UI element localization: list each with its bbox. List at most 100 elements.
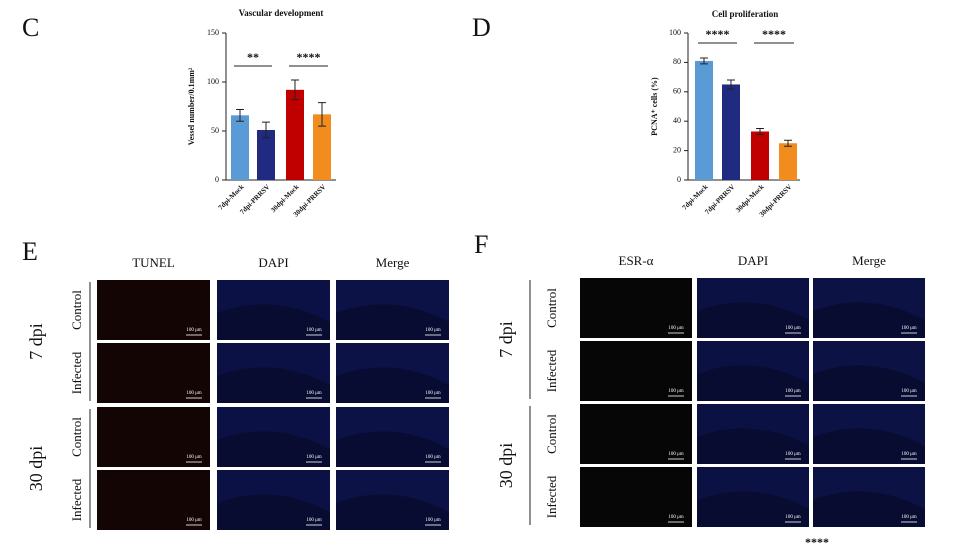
- scale-bar-label: 100 μm: [186, 518, 201, 523]
- micrograph: [580, 341, 692, 401]
- footer-annotation: ****: [805, 535, 829, 545]
- micrograph: [97, 470, 210, 530]
- scale-bar-label: 100 μm: [306, 455, 321, 460]
- row-label: Infected: [544, 349, 559, 392]
- row-label: Infected: [544, 475, 559, 518]
- chart-title: Vascular development: [239, 8, 324, 18]
- scale-bar-label: 100 μm: [425, 455, 440, 460]
- scale-bar-label: 100 μm: [186, 455, 201, 460]
- tissue-shadow: [217, 494, 330, 530]
- tissue-shadow: [813, 302, 925, 338]
- scale-bar-label: 100 μm: [668, 515, 683, 520]
- significance-label: ****: [706, 27, 730, 41]
- bar: [751, 131, 769, 180]
- error-bar: [700, 57, 708, 65]
- column-header: Merge: [376, 255, 410, 270]
- y-tick-label: 60: [673, 87, 681, 96]
- y-tick-label: 150: [207, 28, 219, 37]
- row-label: Control: [69, 417, 84, 457]
- tissue-shadow: [217, 304, 330, 340]
- error-bar: [727, 79, 735, 90]
- y-tick-label: 20: [673, 145, 681, 154]
- scale-bar-label: 100 μm: [306, 518, 321, 523]
- error-bar: [291, 79, 299, 101]
- group-label: 30 dpi: [496, 443, 516, 489]
- significance-label: ****: [297, 50, 321, 64]
- tissue-shadow: [697, 302, 809, 338]
- scale-bar-label: 100 μm: [668, 389, 683, 394]
- row-label: Control: [544, 414, 559, 454]
- chart-title: Cell proliferation: [712, 9, 779, 19]
- scale-bar-label: 100 μm: [901, 389, 916, 394]
- scale-bar-label: 100 μm: [186, 328, 201, 333]
- scale-bar-label: 100 μm: [425, 328, 440, 333]
- scale-bar-label: 100 μm: [186, 391, 201, 396]
- error-bar: [756, 128, 764, 135]
- bar: [257, 130, 275, 180]
- column-header: ESR-α: [619, 253, 654, 268]
- bar: [286, 89, 304, 180]
- row-label: Infected: [69, 478, 84, 521]
- bar: [722, 84, 740, 180]
- group-label: 7 dpi: [496, 321, 516, 358]
- y-tick-label: 0: [677, 175, 681, 184]
- error-bar: [236, 108, 244, 122]
- scale-bar-label: 100 μm: [785, 326, 800, 331]
- column-header: Merge: [852, 253, 886, 268]
- panel-label: D: [472, 13, 491, 42]
- y-tick-label: 40: [673, 116, 681, 125]
- y-tick-label: 50: [211, 126, 219, 135]
- scale-bar-label: 100 μm: [785, 389, 800, 394]
- y-tick-label: 100: [207, 77, 219, 86]
- micrograph: [580, 404, 692, 464]
- tissue-shadow: [336, 367, 449, 403]
- row-label: Infected: [69, 351, 84, 394]
- tissue-shadow: [697, 491, 809, 527]
- error-bar: [318, 102, 326, 127]
- scale-bar-label: 100 μm: [901, 515, 916, 520]
- error-bar: [784, 139, 792, 147]
- panel-label: F: [474, 230, 488, 259]
- y-tick-label: 0: [215, 175, 219, 184]
- tissue-shadow: [697, 365, 809, 401]
- panel-label: C: [22, 13, 39, 42]
- micrograph: [97, 407, 210, 467]
- micrograph: [97, 343, 210, 403]
- tissue-shadow: [336, 431, 449, 467]
- tissue-shadow: [813, 365, 925, 401]
- error-bar: [262, 121, 270, 139]
- scale-bar-label: 100 μm: [785, 452, 800, 457]
- bar: [695, 60, 713, 180]
- scale-bar-label: 100 μm: [425, 518, 440, 523]
- y-tick-label: 100: [669, 28, 681, 37]
- micrograph: [97, 280, 210, 340]
- bar: [231, 115, 249, 180]
- tissue-shadow: [336, 304, 449, 340]
- column-header: TUNEL: [132, 255, 175, 270]
- bar: [313, 114, 331, 180]
- significance-label: **: [247, 50, 259, 64]
- micrograph: [580, 467, 692, 527]
- column-header: DAPI: [738, 253, 768, 268]
- scale-bar-label: 100 μm: [306, 391, 321, 396]
- y-axis-label: PCNA⁺ cells (%): [650, 77, 659, 136]
- group-label: 30 dpi: [26, 446, 46, 492]
- scale-bar-label: 100 μm: [901, 452, 916, 457]
- row-label: Control: [544, 288, 559, 328]
- group-label: 7 dpi: [26, 323, 46, 360]
- micrograph: [580, 278, 692, 338]
- tissue-shadow: [217, 367, 330, 403]
- y-tick-label: 80: [673, 57, 681, 66]
- scale-bar-label: 100 μm: [785, 515, 800, 520]
- column-header: DAPI: [258, 255, 288, 270]
- scale-bar-label: 100 μm: [668, 326, 683, 331]
- tissue-shadow: [217, 431, 330, 467]
- tissue-shadow: [813, 491, 925, 527]
- tissue-shadow: [813, 428, 925, 464]
- tissue-shadow: [336, 494, 449, 530]
- scale-bar-label: 100 μm: [306, 328, 321, 333]
- bar: [779, 143, 797, 180]
- significance-label: ****: [762, 27, 786, 41]
- panel-label: E: [22, 237, 38, 266]
